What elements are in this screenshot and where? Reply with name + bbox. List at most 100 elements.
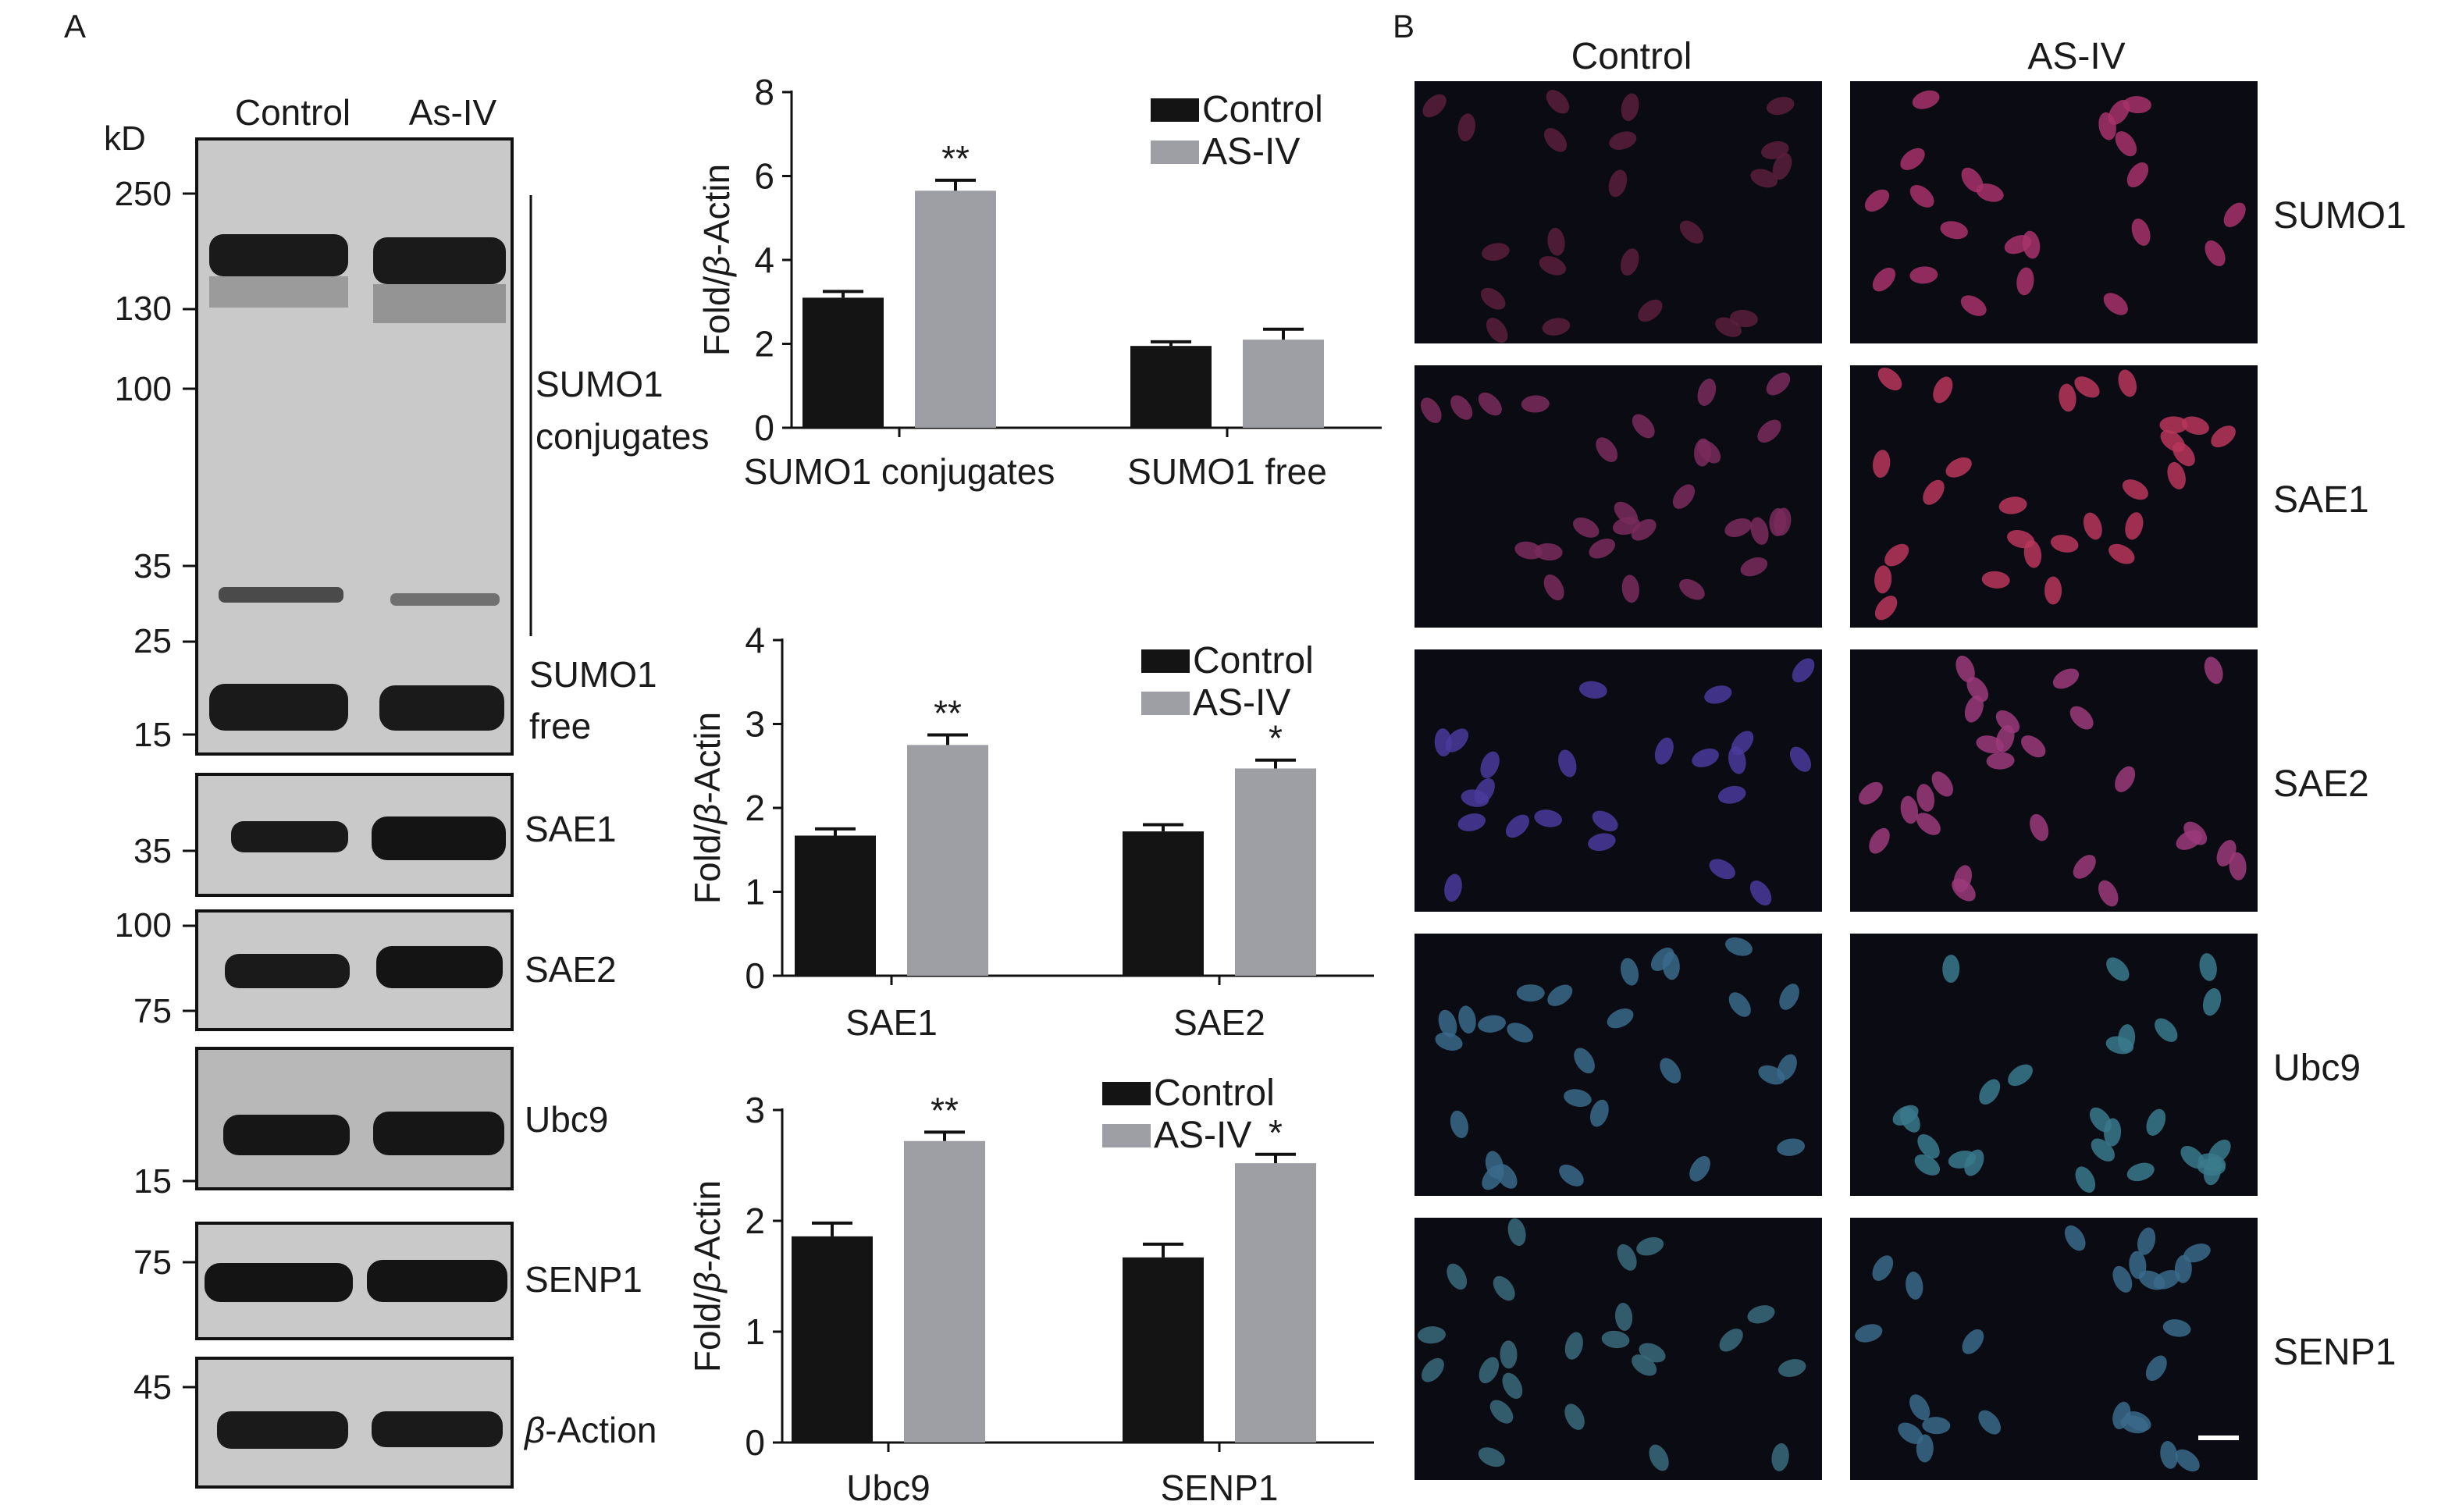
if-nucleus: [1609, 131, 1637, 150]
if-nucleus: [2098, 880, 2119, 907]
if-tile-senp1-control: [1415, 1218, 1822, 1480]
if-nucleus: [1631, 518, 1657, 541]
sae1-strip-label: SAE1: [525, 809, 617, 849]
if-nucleus: [1679, 578, 1705, 600]
if-nucleus: [2183, 1243, 2211, 1263]
ladder-35: 35: [133, 547, 172, 585]
senp1-band-control: [205, 1263, 353, 1302]
sae2-ladder-100: 100: [115, 906, 172, 945]
if-nucleus: [1539, 256, 1567, 276]
if-nucleus: [1500, 1340, 1518, 1369]
bar-as-iv-ubc9: [904, 1140, 985, 1443]
if-nucleus: [1715, 317, 1742, 337]
category-label: SENP1: [1161, 1468, 1279, 1508]
mid-band-control: [219, 587, 343, 603]
if-nucleus: [1766, 372, 1791, 396]
if-nucleus: [1660, 1058, 1681, 1083]
if-nucleus: [1450, 1110, 1469, 1139]
if-nucleus: [1749, 880, 1772, 906]
if-nucleus: [1514, 541, 1543, 560]
bar-as-iv-sae2: [1235, 768, 1316, 976]
if-nucleus: [1447, 1263, 1468, 1290]
if-nucleus: [2016, 267, 2034, 296]
conjugates-label-line2: conjugates: [536, 416, 710, 457]
if-nucleus: [1916, 1434, 1934, 1463]
legend-swatch: [1151, 141, 1199, 164]
lane-label-asiv: As-IV: [409, 92, 497, 133]
if-row-label-sumo1: SUMO1: [2273, 195, 2407, 237]
if-nucleus: [1564, 1089, 1592, 1107]
senp1-ladder-75: 75: [133, 1243, 172, 1282]
y-tick-label: 0: [754, 407, 774, 448]
if-nucleus: [1502, 1372, 1523, 1400]
y-tick-label: 4: [745, 620, 765, 660]
if-nucleus: [2008, 1064, 2033, 1087]
if-nucleus: [2208, 1139, 2231, 1164]
if-nucleus: [2146, 1108, 2166, 1136]
if-nucleus: [1976, 735, 2004, 754]
ladder-130: 130: [115, 290, 172, 328]
if-nucleus: [2123, 96, 2151, 114]
lane-label-control: Control: [235, 92, 351, 133]
if-nucleus: [1906, 1272, 1923, 1300]
if-nucleus: [1421, 1357, 1444, 1382]
bar-as-iv-sumo1-conjugates: [915, 190, 996, 428]
if-nucleus: [1608, 169, 1628, 197]
if-nucleus: [2122, 479, 2148, 500]
panel-a-label: A: [64, 8, 86, 44]
if-nucleus: [1909, 266, 1938, 284]
if-nucleus: [2211, 425, 2236, 448]
if-nucleus: [1632, 414, 1655, 439]
if-nucleus: [1450, 395, 1473, 420]
if-nucleus: [1596, 437, 1618, 462]
if-nucleus: [2155, 1018, 2178, 1042]
if-nucleus: [2181, 416, 2209, 436]
legend-label: Control: [1154, 1073, 1275, 1114]
if-nucleus: [1778, 1359, 1806, 1378]
if-nucleus: [1942, 955, 1960, 984]
if-nucleus: [1621, 93, 1639, 122]
beta-actin-ladder-45: 45: [133, 1368, 172, 1407]
if-nucleus: [1479, 1357, 1500, 1384]
if-nucleus: [1709, 859, 1735, 880]
y-tick-label: 2: [745, 1201, 765, 1241]
if-nucleus: [2159, 416, 2188, 434]
legend-label: AS-IV: [1154, 1115, 1251, 1156]
if-nucleus: [2115, 766, 2136, 792]
if-nucleus: [1964, 695, 1984, 723]
if-nucleus: [1916, 784, 1935, 812]
if-nucleus: [2162, 1319, 2191, 1337]
if-tile-background: [1415, 1218, 1822, 1480]
if-nucleus: [1757, 419, 1781, 443]
beta-actin-band-asiv: [372, 1411, 503, 1447]
if-tile-background: [1415, 934, 1822, 1196]
if-nucleus: [2145, 1355, 2167, 1382]
if-nucleus: [1884, 543, 1909, 567]
if-row-label-ubc9: Ubc9: [2273, 1048, 2361, 1089]
if-nucleus: [1478, 1447, 1505, 1468]
if-nucleus: [1777, 1054, 1797, 1081]
if-nucleus: [1872, 267, 1895, 292]
if-nucleus: [2223, 202, 2246, 228]
significance-marker: **: [934, 692, 962, 733]
if-nucleus: [1544, 128, 1568, 152]
ubc9-strip-label: Ubc9: [525, 1099, 608, 1140]
if-nucleus: [2050, 535, 2079, 553]
if-nucleus: [1558, 749, 1577, 777]
if-nucleus: [1649, 1444, 1669, 1471]
y-axis-label: Fold/β-Actin: [687, 712, 728, 904]
smear-asiv: [373, 284, 506, 323]
if-nucleus: [1962, 1329, 1984, 1354]
if-nucleus: [1516, 984, 1545, 1002]
if-nucleus: [2074, 376, 2100, 398]
if-nucleus: [1564, 1332, 1583, 1360]
if-nucleus: [1772, 153, 1792, 180]
y-axis-label: Fold/β-Actin: [687, 1180, 728, 1372]
if-nucleus: [1874, 596, 1898, 621]
if-nucleus: [1940, 221, 1968, 240]
y-tick-label: 1: [745, 1311, 765, 1352]
if-nucleus: [1458, 1005, 1476, 1034]
if-nucleus: [1769, 508, 1787, 536]
if-nucleus: [2160, 429, 2185, 453]
